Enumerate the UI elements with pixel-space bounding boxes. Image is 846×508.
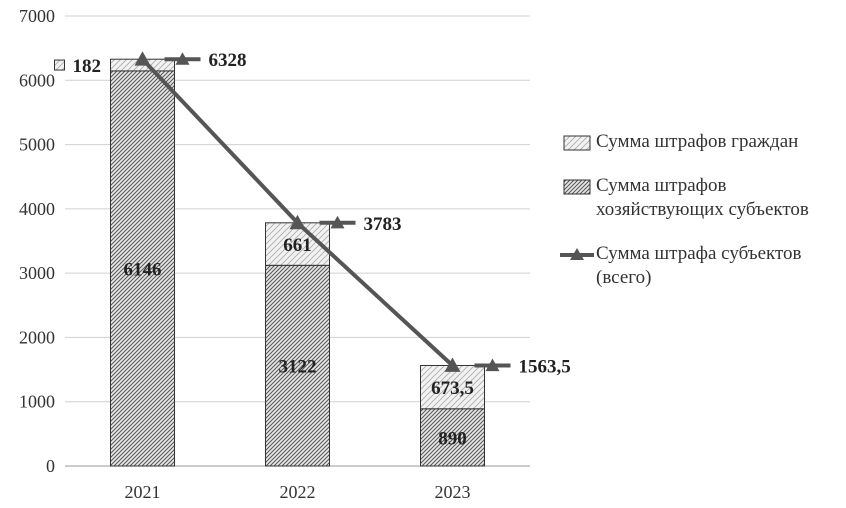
y-tick-label-3000: 3000	[19, 263, 55, 283]
legend-label-citizens: Сумма штрафов граждан	[596, 131, 799, 152]
legend-item-entities: Сумма штрафов хозяйствующих субъектов	[556, 174, 846, 222]
x-tick-label-2023: 2023	[435, 482, 471, 502]
x-tick-label-2022: 2022	[280, 482, 316, 502]
label-citizens-2022: 661	[283, 235, 312, 256]
y-tick-label-6000: 6000	[19, 70, 55, 90]
data-labels: 6146 182 3122 661 890 673,5 6328 3783 1563,5	[54, 50, 571, 449]
legend-swatch-entities	[563, 179, 591, 195]
total-label-2023: 1563,5	[519, 356, 571, 377]
total-marker-2021	[134, 51, 151, 66]
x-tick-label-2021: 2021	[125, 482, 161, 502]
label-entities-2023: 890	[438, 428, 467, 449]
bar-entities-2023	[420, 408, 485, 467]
bar-citizens-2023	[420, 364, 485, 410]
total-marker-2022	[289, 214, 306, 230]
bar-entities-2022	[265, 264, 330, 467]
label-entities-2021: 6146	[124, 259, 162, 280]
legend-swatch-citizens	[563, 135, 591, 151]
y-tick-label-1000: 1000	[19, 392, 55, 412]
legend-item-citizens: Сумма штрафов граждан	[556, 130, 846, 154]
y-tick-label-5000: 5000	[19, 135, 55, 155]
legend-label-total: Сумма штрафа субъектов (всего)	[596, 243, 802, 288]
y-tick-label-7000: 7000	[19, 6, 55, 26]
total-label-2021: 6328	[209, 50, 247, 71]
y-tick-label-4000: 4000	[19, 199, 55, 219]
bars	[110, 58, 485, 467]
bar-entities-2021	[110, 70, 175, 467]
label-citizens-key-2021	[54, 59, 65, 71]
label-citizens-2023: 673,5	[431, 378, 474, 399]
legend-item-total: Сумма штрафа субъектов (всего)	[556, 242, 846, 290]
legend-swatch-total	[560, 248, 594, 260]
label-citizens-2021: 182	[73, 56, 102, 77]
total-label-2022: 3783	[364, 214, 402, 235]
legend-label-entities: Сумма штрафов хозяйствующих субъектов	[596, 175, 809, 220]
label-entities-2022: 3122	[279, 357, 317, 378]
y-tick-label-2000: 2000	[19, 327, 55, 347]
legend: Сумма штрафов граждан Сумма штрафов хозя…	[556, 130, 846, 290]
total-marker-2023	[444, 357, 461, 372]
y-axis: 0 1000 2000 3000 4000 5000 6000 7000	[19, 6, 530, 476]
x-axis: 2021 2022 2023	[125, 482, 471, 502]
y-tick-label-0: 0	[46, 456, 55, 476]
